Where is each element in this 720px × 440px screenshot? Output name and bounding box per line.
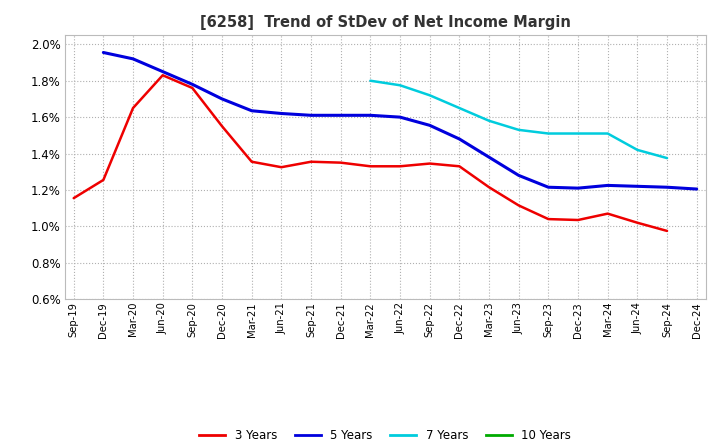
5 Years — [248, 108, 256, 114]
Line: 5 Years: 5 Years — [104, 52, 697, 189]
3 Years — [217, 124, 226, 129]
5 Years — [603, 183, 612, 188]
5 Years — [99, 50, 108, 55]
5 Years — [366, 113, 374, 118]
3 Years — [336, 160, 345, 165]
5 Years — [277, 111, 286, 116]
5 Years — [455, 136, 464, 142]
3 Years — [99, 177, 108, 183]
Line: 7 Years: 7 Years — [370, 81, 667, 158]
3 Years — [277, 165, 286, 170]
7 Years — [603, 131, 612, 136]
5 Years — [217, 96, 226, 102]
7 Years — [485, 118, 493, 123]
5 Years — [129, 56, 138, 62]
5 Years — [544, 185, 553, 190]
7 Years — [574, 131, 582, 136]
5 Years — [336, 113, 345, 118]
3 Years — [188, 85, 197, 91]
7 Years — [396, 83, 405, 88]
5 Years — [514, 173, 523, 178]
7 Years — [366, 78, 374, 83]
5 Years — [485, 154, 493, 160]
3 Years — [603, 211, 612, 216]
5 Years — [188, 82, 197, 87]
3 Years — [69, 195, 78, 201]
7 Years — [455, 106, 464, 111]
3 Years — [485, 185, 493, 190]
7 Years — [514, 127, 523, 132]
3 Years — [366, 164, 374, 169]
3 Years — [544, 216, 553, 222]
5 Years — [426, 123, 434, 128]
3 Years — [633, 220, 642, 225]
7 Years — [426, 93, 434, 98]
5 Years — [158, 69, 167, 74]
3 Years — [396, 164, 405, 169]
5 Years — [662, 185, 671, 190]
3 Years — [158, 73, 167, 78]
5 Years — [574, 186, 582, 191]
3 Years — [307, 159, 315, 165]
3 Years — [129, 106, 138, 111]
5 Years — [396, 114, 405, 120]
7 Years — [662, 155, 671, 161]
3 Years — [248, 159, 256, 165]
7 Years — [544, 131, 553, 136]
Legend: 3 Years, 5 Years, 7 Years, 10 Years: 3 Years, 5 Years, 7 Years, 10 Years — [194, 424, 576, 440]
3 Years — [662, 228, 671, 234]
3 Years — [426, 161, 434, 166]
3 Years — [514, 203, 523, 208]
7 Years — [633, 147, 642, 153]
3 Years — [574, 217, 582, 223]
3 Years — [455, 164, 464, 169]
Line: 3 Years: 3 Years — [73, 75, 667, 231]
5 Years — [307, 113, 315, 118]
5 Years — [633, 183, 642, 189]
Title: [6258]  Trend of StDev of Net Income Margin: [6258] Trend of StDev of Net Income Marg… — [199, 15, 571, 30]
5 Years — [693, 187, 701, 192]
